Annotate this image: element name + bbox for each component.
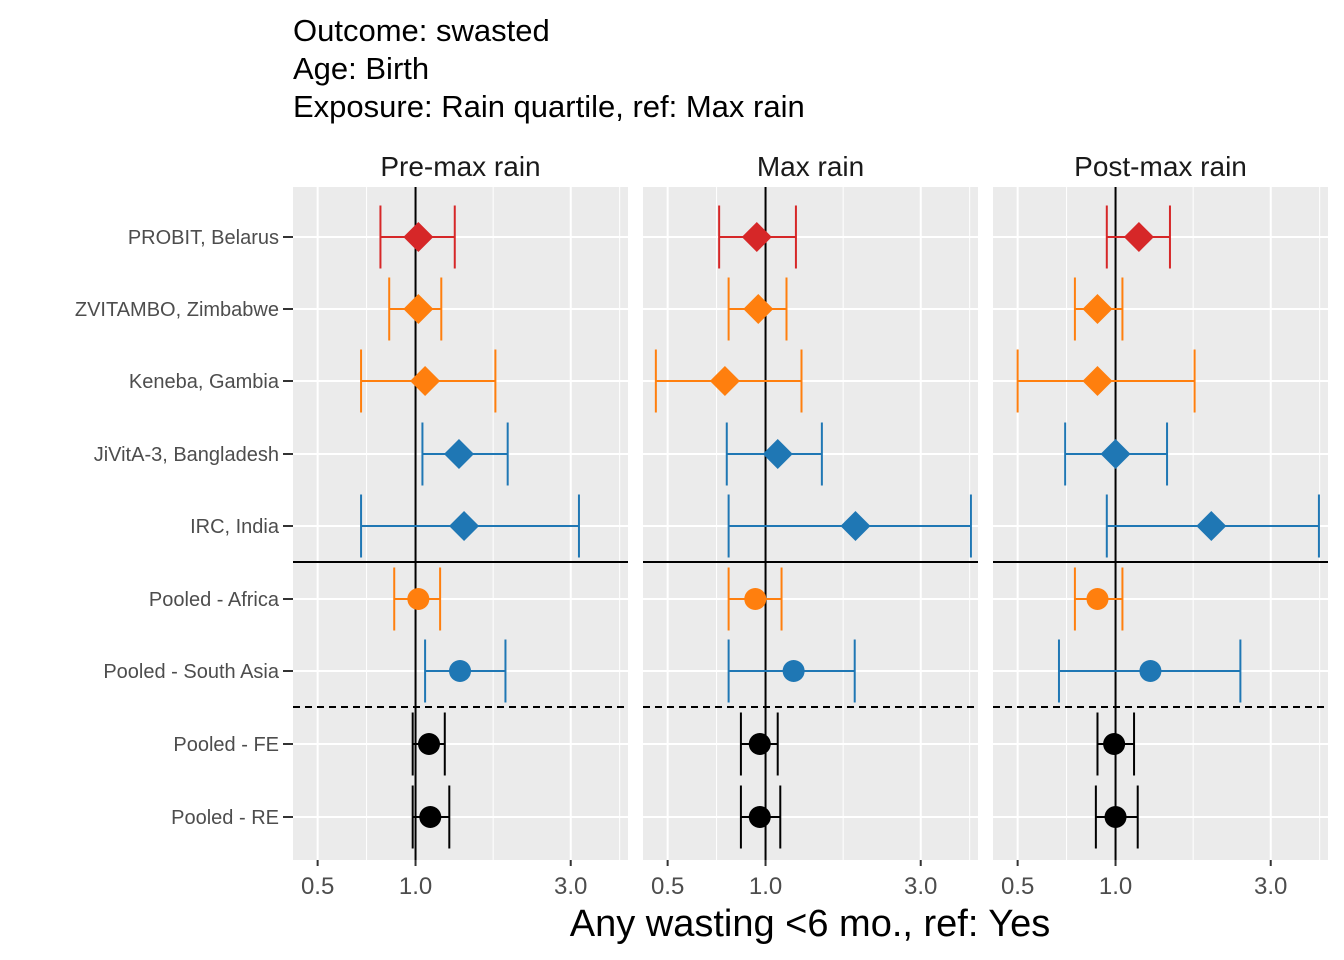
point-estimate-diamond (443, 439, 474, 469)
estimate-7 (1096, 712, 1136, 776)
point-estimate-circle (748, 806, 771, 828)
y-label: Pooled - RE (171, 807, 279, 829)
point-estimate-circle (419, 806, 442, 828)
point-estimate-circle (1139, 660, 1162, 682)
point-estimate-diamond (449, 511, 480, 541)
point-estimate-circle (782, 660, 805, 682)
estimate-4 (727, 494, 972, 558)
point-estimate-diamond (840, 511, 871, 541)
chart-title: Outcome: swasted Age: Birth Exposure: Ra… (293, 13, 805, 124)
title-line-exposure: Exposure: Rain quartile, ref: Max rain (293, 89, 805, 124)
panel-title: Max rain (757, 151, 864, 182)
y-label: ZVITAMBO, Zimbabwe (75, 299, 279, 321)
point-estimate-circle (1104, 806, 1127, 828)
estimate-7 (411, 712, 446, 776)
x-tick-label: 0.5 (301, 873, 334, 900)
point-estimate-circle (1103, 733, 1126, 755)
point-estimate-diamond (743, 294, 774, 324)
panel-1: Pre-max rain 0.5 1.0 3.0 (293, 151, 628, 900)
estimate-3 (725, 422, 823, 486)
point-estimate-diamond (1082, 294, 1113, 324)
y-label: JiVitA-3, Bangladesh (94, 444, 279, 466)
title-line-age: Age: Birth (293, 51, 429, 86)
estimate-6 (727, 639, 856, 703)
point-estimate-diamond (1123, 222, 1154, 252)
point-estimate-circle (418, 733, 441, 755)
estimate-4 (1105, 494, 1320, 558)
estimate-0 (718, 205, 797, 269)
estimate-1 (727, 277, 788, 341)
estimate-7 (739, 712, 779, 776)
estimate-6 (1057, 639, 1242, 703)
title-line-outcome: Outcome: swasted (293, 13, 550, 48)
estimate-3 (421, 422, 509, 486)
point-estimate-diamond (410, 366, 441, 396)
estimate-1 (1073, 277, 1124, 341)
point-estimate-diamond (1082, 366, 1113, 396)
point-estimate-circle (1086, 588, 1109, 610)
estimate-5 (393, 567, 442, 631)
panel-title: Post-max rain (1074, 151, 1247, 182)
point-estimate-diamond (709, 366, 740, 396)
x-axis-label: Any wasting <6 mo., ref: Yes (570, 903, 1051, 945)
point-estimate-diamond (1196, 511, 1227, 541)
estimate-4 (360, 494, 580, 558)
point-estimate-diamond (1100, 439, 1131, 469)
estimate-1 (388, 277, 443, 341)
panel-background (993, 187, 1328, 860)
estimate-8 (411, 785, 451, 849)
panel-background (643, 187, 978, 860)
estimate-3 (1064, 422, 1169, 486)
x-tick-label: 3.0 (1254, 873, 1287, 900)
x-tick-label: 1.0 (749, 873, 782, 900)
point-estimate-circle (407, 588, 430, 610)
x-tick-label: 3.0 (904, 873, 937, 900)
estimate-2 (654, 349, 803, 413)
point-estimate-diamond (403, 222, 434, 252)
estimate-6 (424, 639, 507, 703)
panel-title: Pre-max rain (380, 151, 540, 182)
y-label: Pooled - South Asia (103, 661, 280, 683)
y-label: IRC, India (190, 516, 280, 538)
estimate-0 (1105, 205, 1171, 269)
x-tick-label: 0.5 (1001, 873, 1034, 900)
point-estimate-diamond (403, 294, 434, 324)
point-estimate-circle (748, 733, 771, 755)
estimate-8 (739, 785, 782, 849)
y-label: Keneba, Gambia (129, 371, 280, 393)
y-axis-labels: PROBIT, Belarus ZVITAMBO, Zimbabwe Keneba,… (75, 227, 293, 829)
estimate-0 (379, 205, 456, 269)
estimate-5 (1073, 567, 1124, 631)
y-label: Pooled - Africa (149, 589, 280, 611)
x-tick-label: 0.5 (651, 873, 684, 900)
estimate-2 (1016, 349, 1196, 413)
point-estimate-circle (744, 588, 767, 610)
x-tick-label: 1.0 (399, 873, 432, 900)
panel-3: Post-max rain 0.5 1.0 3.0 (993, 151, 1328, 900)
estimate-5 (727, 567, 783, 631)
x-tick-label: 3.0 (554, 873, 587, 900)
estimate-8 (1094, 785, 1139, 849)
y-label: Pooled - FE (173, 734, 279, 756)
y-label: PROBIT, Belarus (128, 227, 279, 249)
point-estimate-circle (449, 660, 472, 682)
point-estimate-diamond (762, 439, 793, 469)
panel-2: Max rain 0.5 1.0 3.0 (643, 151, 978, 900)
estimate-2 (360, 349, 497, 413)
point-estimate-diamond (741, 222, 772, 252)
x-tick-label: 1.0 (1099, 873, 1132, 900)
